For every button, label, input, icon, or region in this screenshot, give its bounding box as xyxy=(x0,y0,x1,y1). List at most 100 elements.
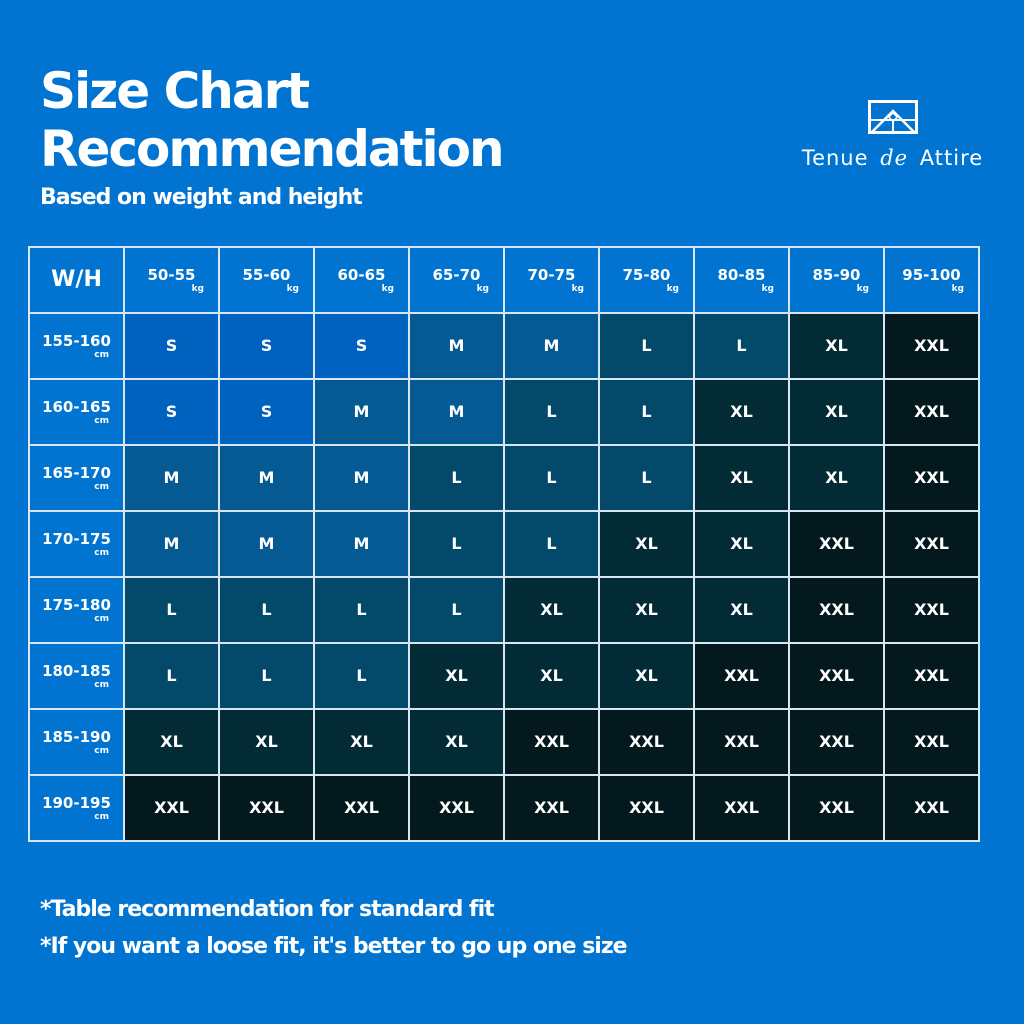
weight-unit: kg xyxy=(286,283,299,294)
size-cell: S xyxy=(123,312,220,380)
title-line-2: Recommendation xyxy=(40,120,505,178)
header-row: W/H 50-55 kg 55-60 kg 60-65 kg 65-70 kg 70-75 kg 75… xyxy=(28,246,980,314)
height-range: 175-180 xyxy=(42,595,111,614)
size-cell: L xyxy=(693,312,790,380)
size-cell: L xyxy=(123,642,220,710)
size-cell: XL xyxy=(693,444,790,512)
size-cell: XL xyxy=(313,708,410,776)
weight-range: 85-90 xyxy=(812,265,861,284)
table-row: 155-160 cm S S S M M L L XL XXL xyxy=(28,312,980,380)
page-title: Size Chart Recommendation xyxy=(40,62,505,178)
weight-header: 95-100 kg xyxy=(883,246,980,314)
size-cell: XL xyxy=(503,642,600,710)
height-range: 155-160 xyxy=(42,331,111,350)
size-cell: L xyxy=(503,444,600,512)
size-cell: XXL xyxy=(788,576,885,644)
brand-name: Tenue de Attire xyxy=(780,144,1005,172)
subtitle: Based on weight and height xyxy=(40,185,363,210)
height-header: 155-160 cm xyxy=(28,312,125,380)
size-cell: XXL xyxy=(503,774,600,842)
weight-header: 85-90 kg xyxy=(788,246,885,314)
size-cell: XXL xyxy=(693,774,790,842)
weight-range: 95-100 xyxy=(902,265,961,284)
height-range: 170-175 xyxy=(42,529,111,548)
height-header: 190-195 cm xyxy=(28,774,125,842)
size-cell: XXL xyxy=(883,576,980,644)
size-cell: XXL xyxy=(408,774,505,842)
height-unit: cm xyxy=(94,349,109,360)
size-cell: XL xyxy=(693,576,790,644)
weight-range: 60-65 xyxy=(337,265,386,284)
size-cell: XL xyxy=(788,312,885,380)
height-range: 185-190 xyxy=(42,727,111,746)
weight-range: 70-75 xyxy=(527,265,576,284)
table-row: 180-185 cm L L L XL XL XL XXL XXL XXL xyxy=(28,642,980,710)
brand-name-script: de xyxy=(880,146,909,170)
size-cell: L xyxy=(218,642,315,710)
height-header: 180-185 cm xyxy=(28,642,125,710)
size-cell: XL xyxy=(408,708,505,776)
weight-header: 55-60 kg xyxy=(218,246,315,314)
title-line-1: Size Chart xyxy=(40,62,310,120)
weight-range: 80-85 xyxy=(717,265,766,284)
size-cell: XXL xyxy=(123,774,220,842)
size-cell: L xyxy=(598,312,695,380)
height-range: 160-165 xyxy=(42,397,111,416)
weight-unit: kg xyxy=(191,283,204,294)
size-cell: XXL xyxy=(788,708,885,776)
weight-header: 65-70 kg xyxy=(408,246,505,314)
size-cell: S xyxy=(218,312,315,380)
height-range: 180-185 xyxy=(42,661,111,680)
height-unit: cm xyxy=(94,679,109,690)
weight-unit: kg xyxy=(856,283,869,294)
size-cell: XXL xyxy=(883,708,980,776)
size-cell: XXL xyxy=(883,774,980,842)
size-cell: XL xyxy=(503,576,600,644)
size-cell: L xyxy=(218,576,315,644)
size-cell: XL xyxy=(598,642,695,710)
size-cell: XXL xyxy=(313,774,410,842)
size-cell: M xyxy=(313,378,410,446)
size-cell: L xyxy=(408,510,505,578)
size-cell: XXL xyxy=(693,642,790,710)
size-cell: XXL xyxy=(883,444,980,512)
weight-range: 65-70 xyxy=(432,265,481,284)
size-cell: XL xyxy=(123,708,220,776)
weight-range: 50-55 xyxy=(147,265,196,284)
size-cell: XL xyxy=(693,378,790,446)
size-cell: XL xyxy=(788,444,885,512)
note-standard-fit: *Table recommendation for standard fit xyxy=(40,897,495,922)
size-cell: XXL xyxy=(883,312,980,380)
size-cell: S xyxy=(123,378,220,446)
table-row: 160-165 cm S S M M L L XL XL XXL xyxy=(28,378,980,446)
weight-unit: kg xyxy=(951,283,964,294)
size-cell: M xyxy=(503,312,600,380)
height-range: 190-195 xyxy=(42,793,111,812)
size-cell: L xyxy=(313,642,410,710)
height-unit: cm xyxy=(94,613,109,624)
table-row: 165-170 cm M M M L L L XL XL XXL xyxy=(28,444,980,512)
size-cell: XXL xyxy=(598,774,695,842)
height-header: 175-180 cm xyxy=(28,576,125,644)
size-cell: L xyxy=(503,378,600,446)
height-unit: cm xyxy=(94,745,109,756)
height-unit: cm xyxy=(94,547,109,558)
size-cell: M xyxy=(408,312,505,380)
size-cell: XXL xyxy=(693,708,790,776)
size-cell: M xyxy=(218,444,315,512)
size-cell: XXL xyxy=(788,510,885,578)
size-cell: M xyxy=(408,378,505,446)
size-table: W/H 50-55 kg 55-60 kg 60-65 kg 65-70 kg 70-75 kg 75… xyxy=(28,246,980,842)
size-cell: M xyxy=(123,510,220,578)
size-cell: XXL xyxy=(503,708,600,776)
weight-unit: kg xyxy=(761,283,774,294)
brand-logo: Tenue de Attire xyxy=(780,100,1005,172)
height-header: 160-165 cm xyxy=(28,378,125,446)
size-cell: XXL xyxy=(218,774,315,842)
size-cell: XXL xyxy=(788,774,885,842)
weight-header: 50-55 kg xyxy=(123,246,220,314)
size-cell: XL xyxy=(218,708,315,776)
size-cell: L xyxy=(313,576,410,644)
weight-range: 75-80 xyxy=(622,265,671,284)
height-range: 165-170 xyxy=(42,463,111,482)
